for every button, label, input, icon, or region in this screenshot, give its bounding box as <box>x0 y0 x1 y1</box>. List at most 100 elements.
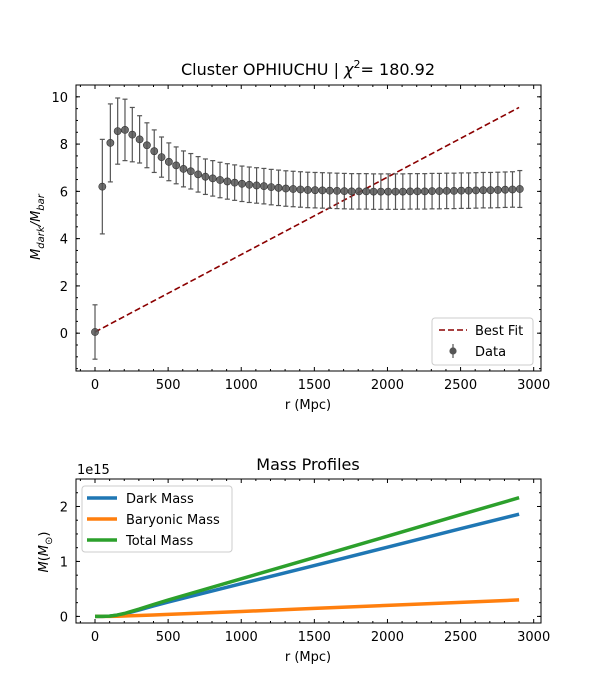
y-tick-label: 8 <box>60 138 68 153</box>
x-tick-label: 1500 <box>298 378 331 393</box>
legend-total-mass-label: Total Mass <box>125 534 193 549</box>
data-point <box>325 186 334 195</box>
mass-panel: Mass Profiles 1e15 0 500 1000 1500 2000 2500 3… <box>37 455 550 665</box>
legend-best-fit-label: Best Fit <box>475 324 523 339</box>
legend-box <box>81 485 233 553</box>
x-tick-label: 2000 <box>371 378 404 393</box>
legend-data-label: Data <box>475 345 506 360</box>
data-point <box>464 186 473 195</box>
ratio-panel: Cluster OPHIUCHU | χ2= 180.92 0 500 1000 15… <box>29 58 550 413</box>
title-superscript: 2 <box>354 58 361 71</box>
data-point <box>121 126 129 134</box>
title-chi: χ <box>343 60 354 79</box>
top-chart-title: Cluster OPHIUCHU | χ2= 180.92 <box>181 58 435 79</box>
y-tick-label: 6 <box>60 185 68 200</box>
legend-data-swatch <box>449 347 457 355</box>
total-mass-line <box>95 496 520 619</box>
axes-frame <box>75 478 542 624</box>
bottom-x-axis-label: r (Mpc) <box>285 650 331 665</box>
data-point <box>143 141 151 150</box>
data-point <box>303 186 312 194</box>
bottom-y-axis-label: M(M⊙) <box>37 532 55 573</box>
x-tick-label: 1000 <box>225 630 258 645</box>
data-point <box>442 186 451 195</box>
data-point <box>179 165 188 173</box>
data-point <box>391 187 400 196</box>
data-point <box>318 186 327 195</box>
data-point <box>238 179 246 188</box>
data-point <box>216 176 224 184</box>
data-point <box>450 186 458 195</box>
x-tick-label: 0 <box>91 630 99 645</box>
title-suffix: = 180.92 <box>361 60 435 79</box>
data-point <box>150 147 159 156</box>
data-point <box>128 130 137 139</box>
x-tick-label: 2500 <box>444 630 477 645</box>
data-point <box>413 187 422 196</box>
data-point <box>91 328 99 336</box>
data-point <box>384 187 393 196</box>
x-tick-label: 3000 <box>517 630 550 645</box>
data-point <box>201 172 210 181</box>
data-point <box>106 139 115 147</box>
ratio-plot-area: 0 500 1000 1500 2000 2500 3000 0 2 4 6 8 10 Best Fit D… <box>51 84 550 393</box>
data-point <box>376 187 385 196</box>
data-point <box>435 187 444 196</box>
data-point <box>245 180 254 189</box>
data-point <box>296 185 305 194</box>
data-point <box>428 187 436 196</box>
data-point <box>252 181 261 190</box>
data-point <box>98 182 107 191</box>
x-tick-label: 500 <box>156 378 181 393</box>
data-point <box>333 186 341 195</box>
data-point <box>113 127 122 135</box>
data-point <box>172 161 181 170</box>
y-offset-text: 1e15 <box>77 463 110 478</box>
data-point <box>369 187 378 196</box>
data-point <box>398 187 407 196</box>
bottom-chart-title: Mass Profiles <box>256 455 359 474</box>
x-tick-label: 0 <box>91 378 99 393</box>
data-point <box>472 186 480 195</box>
x-tick-label: 3000 <box>517 378 550 393</box>
data-point <box>508 185 517 194</box>
y-tick-label: 2 <box>60 280 68 295</box>
data-point <box>194 170 202 179</box>
y-tick-label: 0 <box>60 327 68 342</box>
data-point <box>362 187 371 196</box>
data-point <box>406 187 415 196</box>
title-prefix: Cluster OPHIUCHU | <box>181 60 344 79</box>
data-point <box>186 167 195 176</box>
data-point <box>355 187 363 196</box>
x-tick-label: 2500 <box>444 378 477 393</box>
data-point <box>479 186 488 195</box>
y-tick-label: 10 <box>51 91 68 106</box>
data-point <box>501 185 510 194</box>
legend-dark-mass-label: Dark Mass <box>126 492 194 507</box>
data-point <box>347 187 356 196</box>
y-tick-label: 1 <box>60 555 68 570</box>
data-point <box>135 135 144 144</box>
data-point <box>260 182 268 191</box>
bottom-legend: Dark Mass Baryonic Mass Total Mass <box>81 485 233 553</box>
top-legend: Best Fit Data <box>431 317 534 366</box>
data-point <box>289 185 298 193</box>
data-point <box>267 183 276 192</box>
data-point <box>340 187 349 196</box>
x-tick-label: 500 <box>156 630 181 645</box>
data-point <box>486 186 495 195</box>
data-point <box>274 183 283 192</box>
x-tick-label: 1500 <box>298 630 331 645</box>
data-point <box>515 185 524 193</box>
top-y-axis-label: Mdark/Mbar <box>29 193 47 260</box>
data-point <box>208 174 217 183</box>
y-tick-label: 4 <box>60 233 68 248</box>
data-point <box>420 187 429 196</box>
y-tick-label: 2 <box>60 500 68 515</box>
data-point <box>230 178 239 187</box>
x-tick-label: 1000 <box>225 378 258 393</box>
data-point <box>281 184 290 193</box>
top-x-axis-label: r (Mpc) <box>285 398 331 413</box>
data-point <box>223 177 232 186</box>
